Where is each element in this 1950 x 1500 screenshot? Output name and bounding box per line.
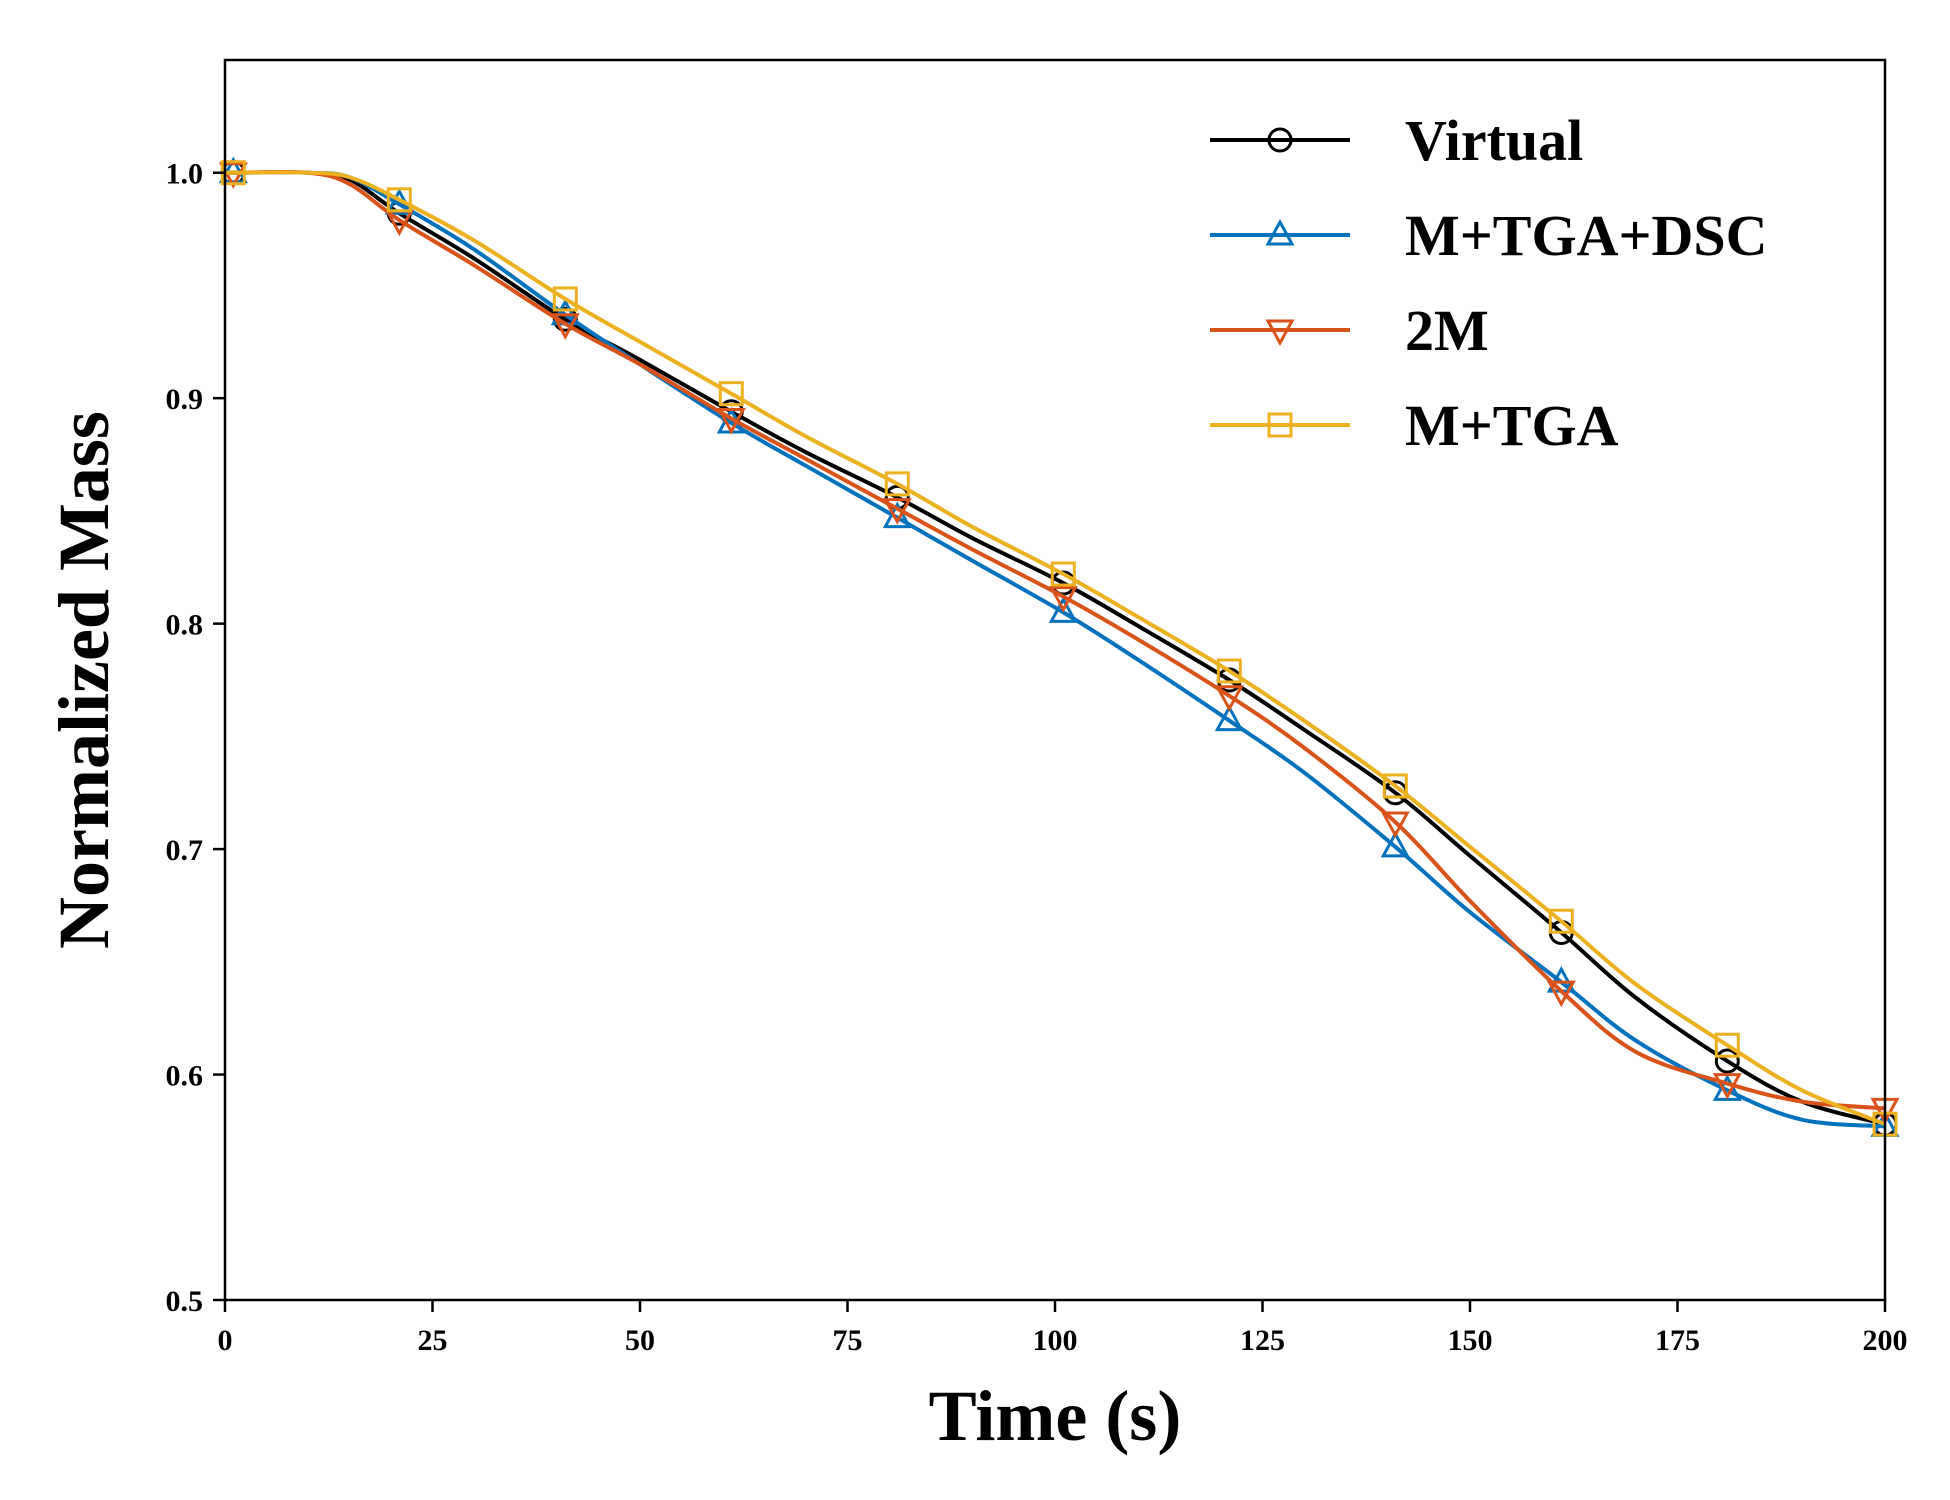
data-point — [882, 501, 912, 529]
x-tick-label: 100 — [1033, 1324, 1078, 1357]
legend: Virtual M+TGA+DSC 2M M+TGA — [1210, 108, 1768, 458]
x-tick-label: 200 — [1863, 1324, 1908, 1357]
legend-label: M+TGA — [1405, 393, 1619, 458]
series-line — [222, 170, 1886, 1127]
data-point — [1382, 773, 1408, 799]
legend-marker — [1265, 218, 1295, 246]
series-layer — [218, 156, 1900, 1137]
data-point — [1214, 685, 1244, 712]
x-axis: 0 25 50 75 100 125 150 175 200 — [218, 1300, 1908, 1357]
x-tick-label: 50 — [625, 1324, 655, 1357]
data-point — [550, 313, 580, 340]
data-point — [1712, 1073, 1742, 1100]
data-point — [1548, 908, 1574, 934]
data-point — [1048, 586, 1078, 613]
data-point — [1050, 561, 1076, 587]
legend-item: M+TGA+DSC — [1210, 203, 1768, 268]
data-point — [1546, 980, 1576, 1008]
legend-item: Virtual — [1210, 108, 1583, 173]
data-point — [1714, 1032, 1740, 1058]
y-tick-label: 1.0 — [166, 158, 204, 191]
data-point — [718, 381, 744, 407]
series-line — [222, 170, 1886, 1127]
data-point — [386, 187, 412, 213]
series-m-tga — [220, 160, 1898, 1137]
data-point — [1214, 704, 1244, 732]
legend-item: M+TGA — [1210, 393, 1619, 458]
legend-marker — [1267, 412, 1293, 438]
legend-marker — [1267, 127, 1293, 153]
x-tick-label: 175 — [1655, 1324, 1700, 1357]
legend-marker — [1265, 319, 1295, 347]
legend-label: 2M — [1405, 298, 1489, 363]
data-point — [884, 471, 910, 497]
y-tick-label: 0.7 — [166, 834, 204, 867]
series-2m — [218, 162, 1900, 1125]
data-point — [1380, 830, 1410, 858]
data-point — [1216, 658, 1242, 684]
legend-label: M+TGA+DSC — [1405, 203, 1768, 268]
data-point — [1048, 596, 1078, 623]
data-point — [1380, 811, 1410, 839]
y-tick-label: 0.9 — [166, 383, 204, 416]
y-axis: 0.5 0.6 0.7 0.8 0.9 1.0 — [166, 158, 225, 1318]
series-line — [222, 169, 1886, 1111]
legend-label: Virtual — [1405, 108, 1583, 173]
legend-item: 2M — [1210, 298, 1489, 363]
y-tick-label: 0.8 — [166, 609, 204, 642]
y-axis-label: Normalized Mass — [44, 411, 124, 949]
y-tick-label: 0.5 — [166, 1285, 204, 1318]
data-point — [716, 407, 746, 435]
x-tick-label: 25 — [418, 1324, 448, 1357]
data-point — [552, 286, 578, 312]
x-tick-label: 75 — [833, 1324, 863, 1357]
data-point — [882, 498, 912, 525]
data-point — [1714, 1048, 1740, 1074]
x-tick-label: 0 — [218, 1324, 233, 1357]
y-tick-label: 0.6 — [166, 1060, 204, 1093]
x-axis-label: Time (s) — [929, 1376, 1182, 1456]
x-tick-label: 125 — [1240, 1324, 1285, 1357]
x-tick-label: 150 — [1448, 1324, 1493, 1357]
